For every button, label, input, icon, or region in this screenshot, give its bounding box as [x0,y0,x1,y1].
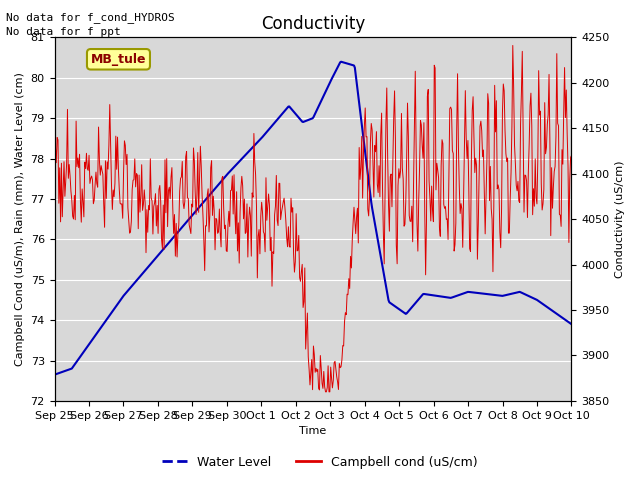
Text: No data for f_cond_HYDROS: No data for f_cond_HYDROS [6,12,175,23]
Title: Conductivity: Conductivity [261,15,365,33]
Text: MB_tule: MB_tule [91,53,146,66]
Text: No data for f_ppt: No data for f_ppt [6,26,121,37]
Y-axis label: Conductivity (uS/cm): Conductivity (uS/cm) [615,160,625,278]
Legend: Water Level, Campbell cond (uS/cm): Water Level, Campbell cond (uS/cm) [157,451,483,474]
X-axis label: Time: Time [300,426,326,436]
Y-axis label: Campbell Cond (uS/m), Rain (mm), Water Level (cm): Campbell Cond (uS/m), Rain (mm), Water L… [15,72,25,366]
